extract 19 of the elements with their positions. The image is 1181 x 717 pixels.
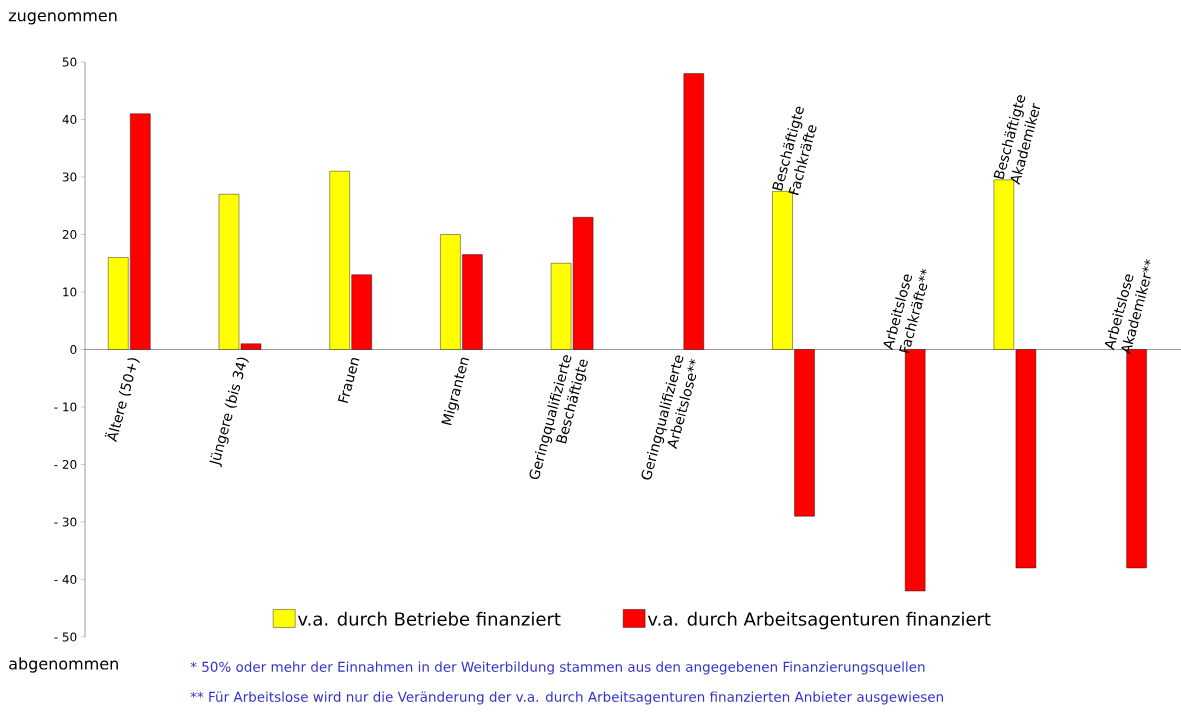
y-tick-label: 10: [63, 287, 77, 297]
y-tick-label: 0: [70, 344, 77, 355]
x-tick-label: Ältere (50+): [104, 358, 140, 443]
legend-label: v.a. durch Arbeitsagenturen finanziert: [647, 611, 991, 630]
legend-label: v.a. durch Betriebe finanziert: [297, 611, 561, 626]
text: zugenommen: [8, 12, 117, 25]
text: abgenommen: [9, 657, 118, 673]
y-tick-label: - 20: [54, 459, 77, 470]
y-tick-label: 20: [62, 229, 77, 240]
y-tick-label: 30: [62, 172, 77, 182]
y-tick-label: - 10: [54, 402, 77, 412]
y-tick-label: - 50: [54, 632, 77, 642]
y-tick-label: 40: [62, 114, 77, 125]
x-tick-label: Frauen: [337, 358, 360, 404]
y-tick-label: 50: [62, 57, 77, 67]
text: ** Für Arbeitslose wird nur die Veränderung der v.a. durch Arbeitsagenturen finanzierten Anbieter ausgewiesen: [190, 691, 943, 705]
y-tick-label: - 40: [54, 574, 77, 585]
y-tick-label: - 30: [54, 517, 77, 527]
text: * 50% oder mehr der Einnahmen in der Weiterbildung stammen aus den angegebenen Finanzierungsquellen: [190, 661, 925, 675]
